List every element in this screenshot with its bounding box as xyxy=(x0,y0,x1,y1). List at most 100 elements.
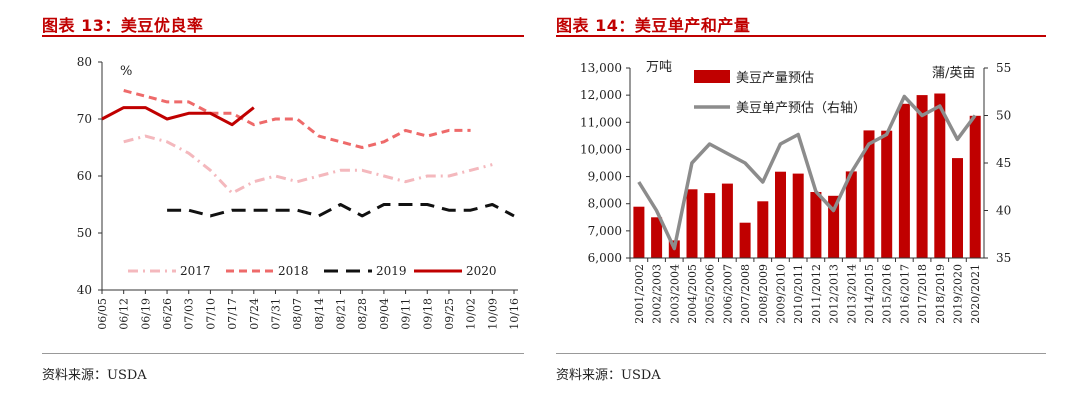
x-tick-label: 2012/2013 xyxy=(828,264,841,324)
title-underline xyxy=(42,35,524,37)
x-tick-label: 2002/2003 xyxy=(651,264,664,324)
good-excellent-rate-chart: 40 50 60 70 80% 06/05 06/12 06/19 06/26 07/03 07/1… xyxy=(77,55,521,330)
x-tick-label: 2018/2019 xyxy=(934,264,947,324)
right-y-tick-label: 35 xyxy=(996,251,1011,265)
legend-label-2017: 2017 xyxy=(180,264,211,278)
legend-label-yield: 美豆单产预估（右轴） xyxy=(736,101,866,116)
left-y-tick-label: 8,000 xyxy=(588,197,622,211)
left-unit-label: 万吨 xyxy=(646,60,672,75)
x-tick-label: 2003/2004 xyxy=(668,264,681,324)
x-tick-label: 09/18 xyxy=(421,298,434,330)
x-tick-label: 10/16 xyxy=(508,298,521,330)
production-bar xyxy=(845,171,857,258)
production-bar xyxy=(739,222,751,258)
x-tick-label: 2010/2011 xyxy=(792,264,805,324)
x-tick-label: 2001/2002 xyxy=(633,264,646,324)
x-tick-label: 2005/2006 xyxy=(704,264,717,324)
figure-14-title: 图表 14：美豆单产和产量 xyxy=(556,16,751,35)
production-bar xyxy=(792,173,804,258)
x-tick-label: 06/26 xyxy=(161,298,174,330)
production-bar xyxy=(686,189,698,258)
legend-label-2019: 2019 xyxy=(376,264,407,278)
production-bar xyxy=(757,201,769,258)
left-y-tick-label: 6,000 xyxy=(588,251,622,265)
source-divider xyxy=(42,353,524,354)
x-tick-label: 2016/2017 xyxy=(898,264,911,324)
yield-line xyxy=(637,94,977,251)
right-unit-label: 蒲/英亩 xyxy=(932,65,975,81)
series-line-2020 xyxy=(101,106,255,127)
series-line-2019 xyxy=(167,203,515,218)
x-tick-label: 2009/2010 xyxy=(774,264,787,324)
x-tick-label: 08/14 xyxy=(313,298,326,330)
y-tick-label: 60 xyxy=(77,169,92,183)
x-tick-label: 08/28 xyxy=(356,298,369,330)
left-y-tick-label: 12,000 xyxy=(580,88,622,102)
x-tick-label: 2020/2021 xyxy=(969,264,982,324)
production-bar xyxy=(721,183,733,258)
x-tick-label: 06/05 xyxy=(96,298,109,330)
x-tick-label: 2004/2005 xyxy=(686,264,699,324)
figure-13-title: 图表 13：美豆优良率 xyxy=(42,16,204,35)
x-tick-label: 09/25 xyxy=(443,298,456,330)
x-tick-label: 09/11 xyxy=(400,298,413,330)
production-bar xyxy=(810,192,822,258)
right-y-tick-label: 45 xyxy=(996,156,1011,170)
x-tick-label: 06/19 xyxy=(139,298,152,330)
production-bar xyxy=(934,93,946,258)
production-bar xyxy=(651,217,663,258)
x-tick-label: 08/07 xyxy=(291,298,304,330)
figure-14-panel: 图表 14：美豆单产和产量 6,000 7,000 8,000 9,000 10,000… xyxy=(554,0,1080,402)
source-note: 资料来源：USDA xyxy=(556,368,661,383)
x-tick-label: 2011/2012 xyxy=(810,264,823,324)
left-y-tick-label: 11,000 xyxy=(580,115,622,129)
x-tick-label: 2014/2015 xyxy=(863,264,876,324)
x-tick-label: 2008/2009 xyxy=(757,264,770,324)
x-tick-label: 07/10 xyxy=(204,298,217,330)
yield-and-production-chart: 6,000 7,000 8,000 9,000 10,000 11,000 12,000 13… xyxy=(580,60,1011,324)
right-y-tick-label: 40 xyxy=(996,204,1011,218)
x-tick-label: 2006/2007 xyxy=(721,264,734,324)
x-tick-label: 2007/2008 xyxy=(739,264,752,324)
production-bar xyxy=(898,103,910,258)
x-tick-label: 08/21 xyxy=(335,298,348,330)
legend-label-production: 美豆产量预估 xyxy=(736,71,814,86)
production-bar xyxy=(828,195,840,258)
left-y-tick-label: 7,000 xyxy=(588,224,622,238)
legend-label-2018: 2018 xyxy=(278,264,309,278)
figure-13-panel: 图表 13：美豆优良率 40 50 60 70 80% 06/05 06/12 06/19 06… xyxy=(0,0,524,402)
series-line-2018 xyxy=(123,89,471,149)
production-bar xyxy=(952,158,963,258)
left-y-tick-label: 10,000 xyxy=(580,142,622,156)
series-line-2017 xyxy=(123,134,493,195)
right-y-tick-label: 55 xyxy=(996,61,1011,75)
x-tick-label: 10/02 xyxy=(465,298,478,330)
x-tick-label: 06/12 xyxy=(118,298,131,330)
x-tick-label: 07/03 xyxy=(183,298,196,330)
x-tick-label: 2013/2014 xyxy=(845,264,858,324)
left-y-tick-label: 9,000 xyxy=(588,170,622,184)
y-unit-label: % xyxy=(120,64,132,79)
x-tick-label: 2017/2018 xyxy=(916,264,929,324)
source-note: 资料来源：USDA xyxy=(42,368,147,383)
title-underline xyxy=(556,35,1046,37)
y-tick-label: 40 xyxy=(77,283,92,297)
x-tick-label: 2015/2016 xyxy=(881,264,894,324)
production-bar xyxy=(916,95,928,258)
x-tick-label: 07/24 xyxy=(248,298,261,330)
left-y-tick-label: 13,000 xyxy=(580,61,622,75)
y-tick-label: 50 xyxy=(77,226,92,240)
x-tick-label: 07/17 xyxy=(226,298,239,330)
production-bar xyxy=(633,206,645,258)
x-tick-label: 09/04 xyxy=(378,298,391,330)
x-tick-label: 2019/2020 xyxy=(951,264,964,324)
legend-swatch-production xyxy=(694,70,730,83)
x-tick-label: 07/31 xyxy=(269,298,282,330)
production-bar xyxy=(704,193,716,258)
production-bar xyxy=(775,171,786,258)
production-bar xyxy=(969,115,981,258)
production-bar xyxy=(881,130,893,258)
source-divider xyxy=(556,353,1046,354)
x-tick-label: 10/09 xyxy=(486,298,499,330)
y-tick-label: 70 xyxy=(77,112,92,126)
